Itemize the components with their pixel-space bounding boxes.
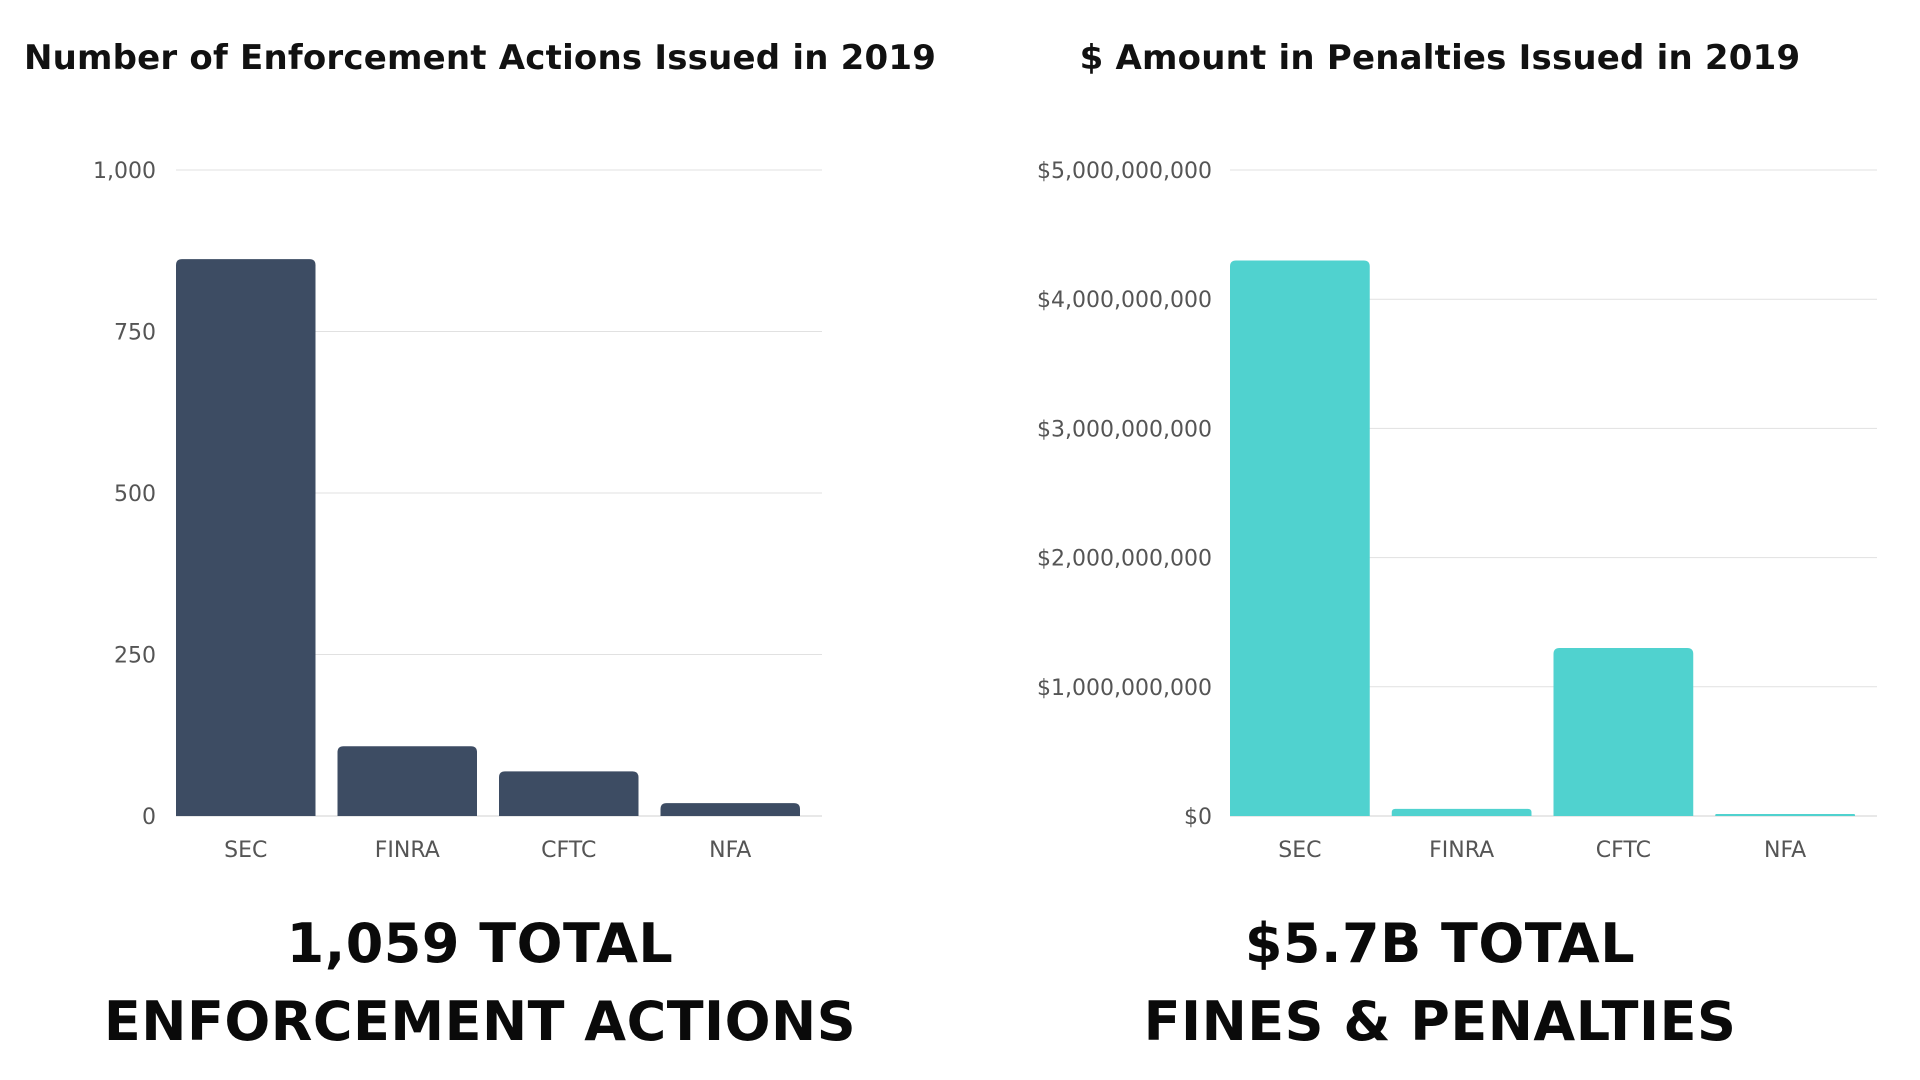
penalties-panel: $ Amount in Penalties Issued in 2019 $0 $… [960,0,1920,1080]
y-tick-label: 0 [142,805,156,830]
y-tick-label: $2,000,000,000 [1037,547,1212,572]
bar-sec [1230,260,1370,816]
y-tick-label: $0 [1184,805,1212,830]
y-tick-label: $4,000,000,000 [1037,288,1212,313]
x-category-label: FINRA [375,838,440,863]
caption-line-1: $5.7B TOTAL [1244,912,1636,975]
bar-sec [176,259,316,816]
x-category-label: FINRA [1429,838,1494,863]
y-tick-label: 500 [114,482,156,507]
x-category-label: SEC [224,838,267,863]
x-category-label: CFTC [1596,838,1651,863]
y-tick-label: $5,000,000,000 [1037,159,1212,184]
enforcement-actions-chart: 0 250 500 750 1,000 SEC FINRA CFTC NFA [93,159,822,863]
y-tick-label: 250 [114,644,156,669]
penalties-chart: $0 $1,000,000,000 $2,000,000,000 $3,000,000… [1037,159,1877,863]
enforcement-actions-panel: Number of Enforcement Actions Issued in … [0,38,960,1061]
x-category-label: CFTC [541,838,596,863]
chart-title: $ Amount in Penalties Issued in 2019 [1079,38,1801,78]
x-category-label: NFA [709,838,751,863]
x-category-label: SEC [1278,838,1321,863]
y-tick-label: $3,000,000,000 [1037,417,1212,442]
bar-cftc [1553,648,1694,816]
caption-line-1: 1,059 TOTAL [286,912,674,975]
x-category-label: NFA [1764,838,1806,863]
bar-finra [337,746,477,816]
bar-finra [1391,808,1532,816]
y-tick-label: 1,000 [93,159,156,184]
caption-line-2: ENFORCEMENT ACTIONS [103,990,857,1053]
total-penalties-caption: $5.7B TOTAL FINES & PENALTIES [960,905,1920,1061]
caption-line-2: FINES & PENALTIES [1143,990,1737,1053]
chart-title: Number of Enforcement Actions Issued in … [23,38,937,78]
bar-nfa [660,803,800,816]
bar-nfa [1715,814,1855,816]
y-tick-label: 750 [114,321,156,346]
bar-cftc [499,771,639,816]
total-actions-caption: 1,059 TOTAL ENFORCEMENT ACTIONS [0,905,960,1061]
y-tick-label: $1,000,000,000 [1037,676,1212,701]
